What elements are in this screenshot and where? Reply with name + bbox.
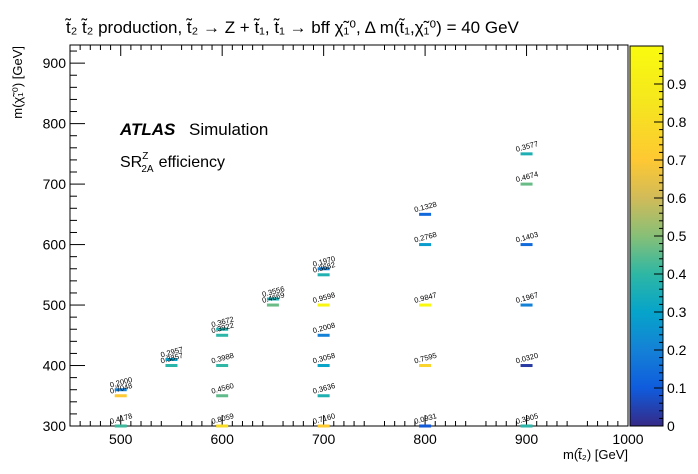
y-tick-label: 700 <box>43 176 67 192</box>
x-tick-label: 600 <box>211 431 235 447</box>
z-tick-label: 0.8 <box>667 114 687 130</box>
efficiency-mark <box>317 364 330 368</box>
efficiency-mark <box>216 327 229 331</box>
efficiency-mark <box>216 333 229 337</box>
efficiency-mark <box>266 303 279 307</box>
data-marks <box>114 152 533 428</box>
efficiency-value-label: 0.2768 <box>413 230 438 245</box>
region-label: SRZ 2A efficiency <box>120 151 225 175</box>
chart-title: t̃₂ t̃₂ production, t̃₂ → Z + t̃₁, t̃₁ →… <box>64 18 519 37</box>
efficiency-mark <box>520 303 533 307</box>
z-tick-label: 0.6 <box>667 190 687 206</box>
efficiency-mark <box>317 267 330 271</box>
simulation-label: Simulation <box>189 120 268 139</box>
efficiency-value-label: 0.1403 <box>515 230 540 245</box>
z-tick-label: 0.1 <box>667 380 687 396</box>
efficiency-mark <box>165 364 178 368</box>
z-tick-label: 0.3 <box>667 304 687 320</box>
z-tick-label: 0.2 <box>667 342 687 358</box>
efficiency-mark <box>216 394 229 398</box>
efficiency-value-label: 0.9598 <box>312 290 337 305</box>
x-tick-label: 700 <box>312 431 336 447</box>
axes: 500 600 700 800 900 1000 300 400 500 600 700 800 900 <box>43 45 644 447</box>
efficiency-mark <box>520 364 533 368</box>
efficiency-value-label: 0.4674 <box>515 169 540 184</box>
colorbar-axis: 0 0.1 0.2 0.3 0.4 0.5 0.6 0.7 0.8 0.9 <box>654 53 687 434</box>
z-tick-label: 0 <box>667 418 675 434</box>
efficiency-mark <box>419 243 432 247</box>
efficiency-mark <box>317 424 330 428</box>
efficiency-mark <box>419 364 432 368</box>
region-prefix: SR <box>120 154 142 171</box>
data-labels: 0.41780.70480.20000.38570.29570.80590.45… <box>109 139 539 426</box>
efficiency-value-label: 0.1328 <box>413 200 438 215</box>
efficiency-value-label: 0.7595 <box>413 351 438 366</box>
z-tick-label: 0.9 <box>667 76 687 92</box>
efficiency-mark <box>114 388 127 392</box>
x-tick-label: 500 <box>109 431 133 447</box>
x-tick-label: 800 <box>413 431 437 447</box>
z-tick-label: 0.7 <box>667 152 687 168</box>
efficiency-mark <box>165 357 178 361</box>
y-tick-label: 300 <box>43 418 67 434</box>
region-suffix: efficiency <box>159 154 225 171</box>
plot-frame <box>69 44 629 427</box>
y-tick-label: 900 <box>43 55 67 71</box>
x-tick-label: 900 <box>515 431 539 447</box>
efficiency-mark <box>266 297 279 301</box>
y-tick-label: 800 <box>43 116 67 132</box>
efficiency-mark <box>419 303 432 307</box>
efficiency-mark <box>520 182 533 186</box>
x-axis-title: m(t̃₂) [GeV] <box>563 447 628 462</box>
efficiency-mark <box>216 424 229 428</box>
z-tick-label: 0.4 <box>667 266 687 282</box>
atlas-label: ATLAS <box>119 120 176 139</box>
efficiency-value-label: 0.3988 <box>210 351 235 366</box>
efficiency-mark <box>114 424 127 428</box>
region-sup: Z <box>142 151 148 162</box>
efficiency-value-label: 0.9847 <box>413 290 438 305</box>
efficiency-value-label: 0.3636 <box>312 381 337 396</box>
efficiency-value-label: 0.4560 <box>210 381 235 396</box>
y-tick-label: 600 <box>43 237 67 253</box>
efficiency-mark <box>317 394 330 398</box>
region-sub: 2A <box>141 164 154 175</box>
efficiency-mark <box>317 303 330 307</box>
efficiency-mark <box>419 424 432 428</box>
efficiency-value-label: 0.3577 <box>515 139 540 154</box>
y-tick-label: 400 <box>43 358 67 374</box>
z-tick-label: 0.5 <box>667 228 687 244</box>
y-axis-title: m(χ̃₁⁰) [GeV] <box>10 46 25 119</box>
efficiency-mark <box>520 152 533 156</box>
efficiency-value-label: 0.2008 <box>312 321 337 336</box>
efficiency-mark <box>114 394 127 398</box>
efficiency-mark <box>520 424 533 428</box>
efficiency-mark <box>216 364 229 368</box>
efficiency-value-label: 0.1967 <box>515 290 540 305</box>
efficiency-mark <box>317 333 330 337</box>
efficiency-mark <box>317 273 330 277</box>
y-tick-label: 500 <box>43 297 67 313</box>
efficiency-mark <box>520 243 533 247</box>
efficiency-value-label: 0.3058 <box>312 351 337 366</box>
efficiency-mark <box>419 212 432 216</box>
efficiency-value-label: 0.0320 <box>515 351 540 366</box>
x-tick-label: 1000 <box>612 431 643 447</box>
